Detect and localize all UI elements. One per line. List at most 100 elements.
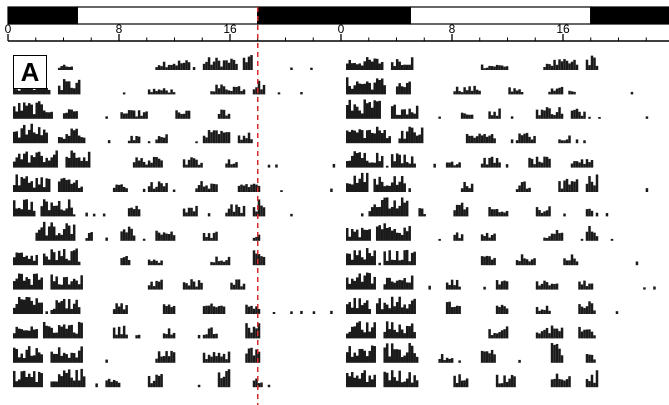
activity-bar bbox=[358, 178, 361, 192]
activity-bar bbox=[488, 65, 491, 70]
activity-bar bbox=[560, 140, 564, 144]
activity-bar bbox=[523, 258, 526, 266]
activity-bar bbox=[345, 228, 349, 241]
activity-bar bbox=[70, 109, 73, 119]
activity-bar bbox=[488, 135, 491, 144]
activity-bar bbox=[495, 374, 499, 388]
activity-bar bbox=[220, 260, 223, 266]
activity-bar bbox=[455, 382, 459, 388]
activity-bar bbox=[110, 381, 113, 388]
activity-bar bbox=[27, 84, 31, 95]
activity-bar bbox=[580, 284, 584, 290]
activity-bar bbox=[348, 131, 351, 144]
activity-bar bbox=[550, 343, 554, 363]
activity-bar bbox=[355, 355, 359, 363]
activity-bar bbox=[160, 137, 163, 144]
activity-bar bbox=[15, 252, 18, 266]
activity-bar bbox=[348, 283, 351, 290]
activity-bar bbox=[172, 352, 176, 363]
activity-bar bbox=[185, 60, 188, 70]
activity-bar bbox=[230, 58, 233, 70]
activity-bar bbox=[160, 234, 163, 241]
activity-bar bbox=[242, 135, 246, 144]
activity-bar bbox=[195, 205, 198, 217]
activity-bar bbox=[27, 129, 31, 144]
activity-bar bbox=[132, 110, 136, 119]
activity-bar bbox=[590, 303, 594, 314]
activity-bar bbox=[217, 113, 221, 119]
activity-bar bbox=[413, 113, 416, 119]
activity-bar bbox=[360, 305, 364, 314]
activity-bar bbox=[590, 159, 594, 168]
activity-bar bbox=[65, 134, 68, 144]
activity-bar bbox=[485, 164, 489, 168]
activity-bar bbox=[358, 250, 361, 266]
activity-bar bbox=[563, 213, 566, 217]
activity-bar bbox=[32, 273, 36, 290]
activity-bar bbox=[348, 160, 351, 168]
activity-bar bbox=[405, 308, 409, 314]
activity-bar bbox=[80, 368, 83, 388]
activity-bar bbox=[215, 184, 218, 192]
activity-bar bbox=[222, 132, 226, 144]
activity-bar bbox=[395, 380, 399, 388]
activity-bar bbox=[390, 259, 394, 266]
activity-bar bbox=[553, 344, 556, 363]
activity-bar bbox=[408, 126, 411, 144]
activity-bar bbox=[398, 232, 401, 241]
activity-bar bbox=[365, 322, 369, 339]
activity-bar bbox=[230, 282, 233, 290]
activity-bar bbox=[370, 345, 374, 363]
activity-bar bbox=[355, 322, 359, 339]
activity-bar bbox=[75, 157, 78, 168]
activity-bar bbox=[105, 359, 108, 363]
activity-bar bbox=[533, 135, 536, 144]
activity-bar bbox=[495, 209, 499, 217]
activity-bar bbox=[505, 381, 509, 388]
activity-bar bbox=[553, 115, 556, 119]
activity-bar bbox=[548, 91, 551, 95]
activity-bar bbox=[12, 347, 16, 363]
activity-bar bbox=[550, 325, 554, 339]
activity-bar bbox=[15, 348, 18, 363]
activity-bar bbox=[518, 133, 521, 144]
activity-bar bbox=[12, 307, 16, 314]
activity-bar bbox=[72, 214, 76, 217]
activity-bar bbox=[550, 88, 554, 95]
activity-bar bbox=[67, 157, 71, 168]
activity-bar bbox=[77, 157, 81, 168]
activity-bar bbox=[463, 113, 466, 119]
activity-bar bbox=[448, 358, 451, 363]
activity-bar bbox=[57, 250, 61, 266]
activity-bar bbox=[568, 184, 571, 192]
activity-bar bbox=[225, 359, 228, 363]
activity-bar bbox=[455, 86, 459, 95]
activity-bar bbox=[70, 233, 73, 241]
activity-bar bbox=[590, 231, 594, 241]
activity-bar bbox=[483, 157, 486, 168]
activity-bar bbox=[85, 161, 88, 168]
activity-bar bbox=[12, 185, 16, 192]
activity-bar bbox=[247, 348, 251, 363]
activity-bar bbox=[548, 108, 551, 119]
activity-bar bbox=[353, 104, 356, 119]
activity-bar bbox=[30, 85, 33, 95]
activity-bar bbox=[365, 172, 369, 192]
activity-bar bbox=[383, 347, 386, 363]
activity-bar bbox=[368, 129, 371, 144]
activity-bar bbox=[202, 186, 206, 192]
activity-bar bbox=[375, 78, 379, 95]
activity-bar bbox=[225, 132, 228, 144]
activity-bar bbox=[162, 61, 166, 70]
actogram-row bbox=[12, 172, 649, 192]
activity-bar bbox=[150, 383, 153, 388]
activity-bar bbox=[252, 250, 256, 266]
activity-bar bbox=[588, 176, 591, 192]
activity-bar bbox=[365, 130, 369, 144]
activity-bar bbox=[400, 234, 404, 241]
activity-bar bbox=[330, 310, 333, 314]
activity-bar bbox=[165, 67, 168, 70]
activity-bar bbox=[408, 163, 411, 168]
activity-bar bbox=[122, 113, 126, 119]
activity-bar bbox=[132, 209, 136, 217]
